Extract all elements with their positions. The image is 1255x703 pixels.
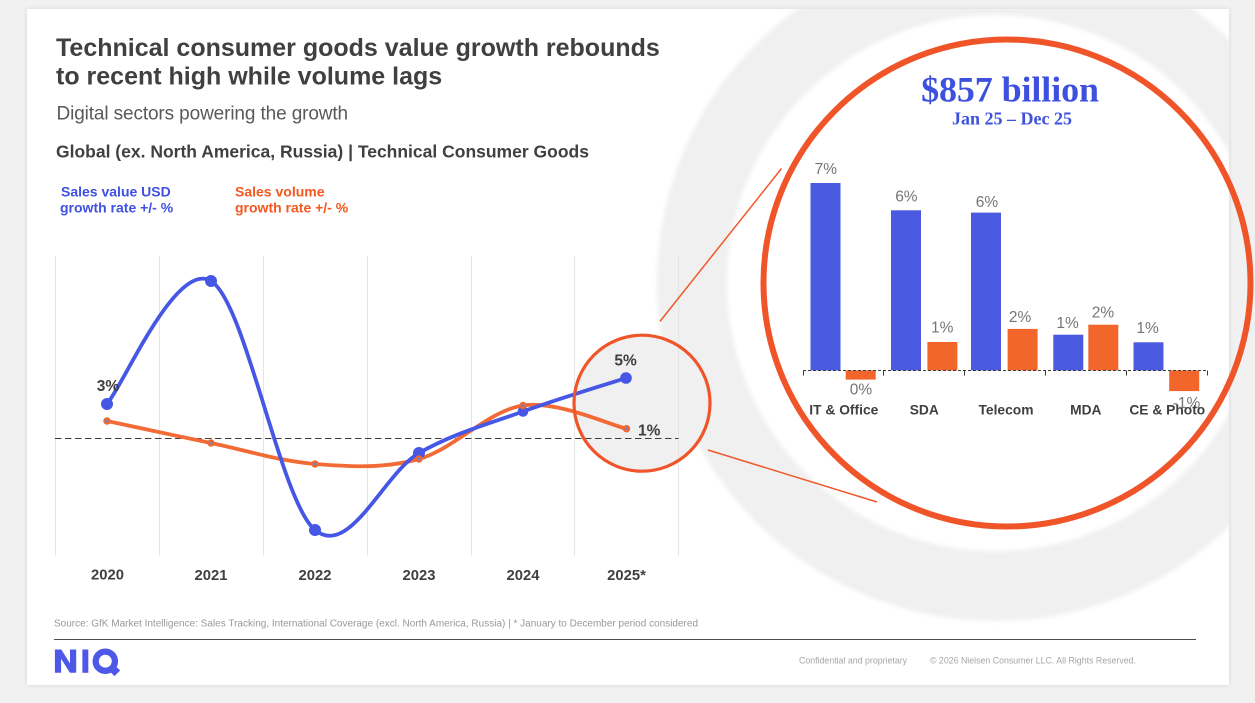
svg-text:2024: 2024 [507,568,541,584]
svg-text:Global (ex. North America, Rus: Global (ex. North America, Russia) | Tec… [56,142,589,162]
svg-text:to recent high while volume la: to recent high while volume lags [56,62,442,90]
svg-text:1%: 1% [931,320,954,337]
svg-text:-1%: -1% [1173,395,1201,412]
svg-text:2022: 2022 [299,568,332,584]
svg-text:5%: 5% [614,352,637,369]
svg-text:Jan 25 – Dec 25: Jan 25 – Dec 25 [952,109,1072,129]
svg-text:2021: 2021 [195,568,228,584]
svg-text:Source: GfK Market Intelligenc: Source: GfK Market Intelligence: Sales T… [54,619,698,630]
svg-text:Technical consumer goods value: Technical consumer goods value growth re… [56,34,660,62]
svg-text:© 2026 Nielsen Consumer LLC. A: © 2026 Nielsen Consumer LLC. All Rights … [930,656,1136,666]
svg-text:IT & Office: IT & Office [809,402,878,417]
svg-text:6%: 6% [895,188,918,205]
svg-text:2%: 2% [1009,309,1032,326]
svg-text:Digital sectors powering the g: Digital sectors powering the growth [57,103,349,124]
svg-text:Sales volume: Sales volume [235,184,325,200]
svg-text:3%: 3% [97,378,120,395]
svg-text:1%: 1% [1136,320,1159,337]
svg-text:6%: 6% [976,194,999,211]
svg-text:$857 billion: $857 billion [921,70,1099,110]
svg-text:0%: 0% [850,382,873,399]
svg-text:MDA: MDA [1070,402,1101,417]
svg-text:Confidential and proprietary: Confidential and proprietary [799,656,908,666]
svg-text:2025*: 2025* [607,568,646,584]
svg-text:1%: 1% [638,422,661,439]
svg-text:2020: 2020 [91,568,124,584]
svg-text:SDA: SDA [910,402,939,417]
svg-text:1%: 1% [1056,315,1079,332]
svg-text:CE & Photo: CE & Photo [1129,402,1205,417]
svg-text:7%: 7% [815,161,838,178]
svg-text:Sales value USD: Sales value USD [61,184,171,200]
svg-text:2023: 2023 [403,568,436,584]
svg-text:Telecom: Telecom [979,402,1034,417]
svg-text:growth rate +/- %: growth rate +/- % [235,200,349,216]
svg-text:growth rate +/- %: growth rate +/- % [60,200,174,216]
svg-text:2%: 2% [1092,304,1115,321]
